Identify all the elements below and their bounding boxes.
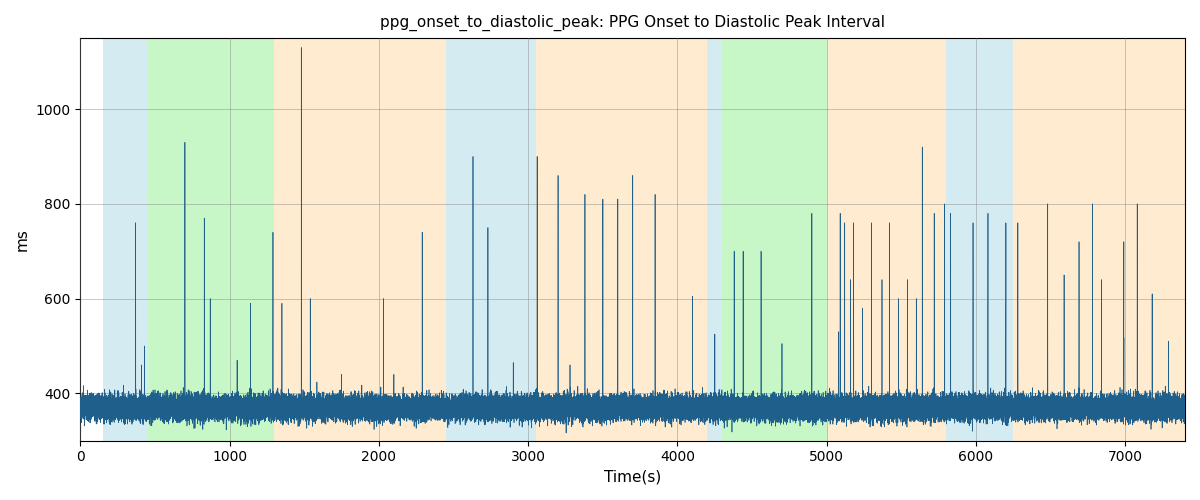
Bar <box>722 38 767 440</box>
Bar <box>535 38 602 440</box>
Bar <box>707 38 722 440</box>
Bar <box>767 38 827 440</box>
Title: ppg_onset_to_diastolic_peak: PPG Onset to Diastolic Peak Interval: ppg_onset_to_diastolic_peak: PPG Onset t… <box>380 15 886 31</box>
Bar <box>850 38 946 440</box>
Y-axis label: ms: ms <box>14 228 30 251</box>
Bar <box>1013 38 1080 440</box>
Bar <box>827 38 850 440</box>
Bar <box>484 38 535 440</box>
Bar <box>275 38 305 440</box>
Bar <box>148 38 275 440</box>
Bar <box>1080 38 1186 440</box>
Bar <box>103 38 148 440</box>
Bar <box>305 38 446 440</box>
Bar <box>446 38 484 440</box>
X-axis label: Time(s): Time(s) <box>604 470 661 485</box>
Bar <box>602 38 707 440</box>
Bar <box>946 38 1013 440</box>
